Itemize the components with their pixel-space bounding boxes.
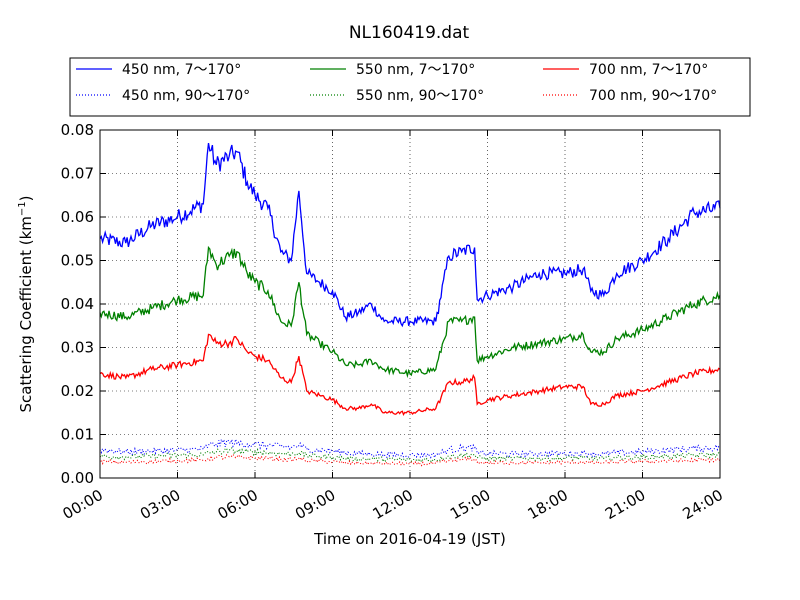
y-tick-label: 0.05 bbox=[61, 252, 94, 270]
y-tick-label: 0.02 bbox=[61, 382, 94, 400]
x-tick-label: 24:00 bbox=[680, 486, 726, 523]
y-axis-label-main: Scattering Coefficient (km bbox=[17, 216, 35, 412]
x-tick-label: 12:00 bbox=[370, 486, 416, 523]
series-line-2 bbox=[99, 333, 721, 416]
y-axis-label: Scattering Coefficient (km−1) bbox=[17, 195, 35, 412]
y-tick-label: 0.07 bbox=[61, 165, 94, 183]
y-tick-label: 0.06 bbox=[61, 208, 94, 226]
series-line-4 bbox=[99, 447, 721, 464]
legend: 450 nm, 7～170° 550 nm, 7～170° 700 nm, 7～17… bbox=[69, 57, 751, 117]
x-axis-label: Time on 2016-04-19 (JST) bbox=[313, 530, 506, 548]
series-group bbox=[99, 142, 721, 467]
y-tick-label: 0.04 bbox=[61, 295, 94, 313]
legend-label-5: 700 nm, 90～170° bbox=[589, 88, 717, 104]
series-line-0 bbox=[99, 142, 721, 328]
legend-label-0: 450 nm, 7～170° bbox=[122, 62, 241, 78]
y-tick-label: 0.01 bbox=[61, 426, 94, 444]
chart-title: NL160419.dat bbox=[349, 23, 470, 43]
legend-box bbox=[69, 57, 751, 117]
legend-label-1: 550 nm, 7～170° bbox=[356, 62, 475, 78]
x-tick-label: 03:00 bbox=[137, 486, 183, 523]
y-axis-label-close: ) bbox=[17, 195, 35, 201]
x-tick-label: 21:00 bbox=[602, 486, 648, 523]
x-tick-label: 00:00 bbox=[60, 486, 106, 523]
y-tick-label: 0.03 bbox=[61, 339, 94, 357]
grid bbox=[100, 130, 720, 478]
y-axis-label-exponent: −1 bbox=[17, 201, 28, 216]
y-tick-label: 0.00 bbox=[61, 469, 94, 487]
x-tick-label: 06:00 bbox=[215, 486, 261, 523]
x-tick-label: 15:00 bbox=[447, 486, 493, 523]
legend-label-4: 550 nm, 90～170° bbox=[356, 88, 484, 104]
x-tick-label: 18:00 bbox=[525, 486, 571, 523]
x-tick-label: 09:00 bbox=[292, 486, 338, 523]
y-tick-label: 0.08 bbox=[61, 121, 94, 139]
legend-label-2: 700 nm, 7～170° bbox=[589, 62, 708, 78]
series-line-3 bbox=[99, 437, 721, 460]
series-line-1 bbox=[99, 245, 721, 379]
legend-label-3: 450 nm, 90～170° bbox=[122, 88, 250, 104]
